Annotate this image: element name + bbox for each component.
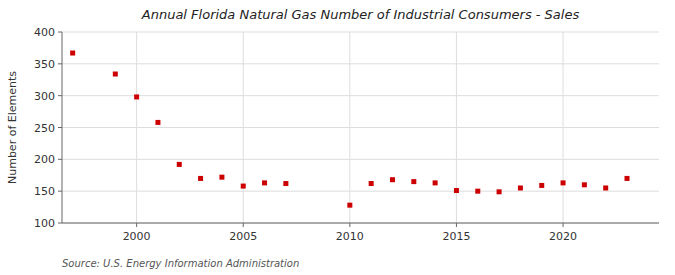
x-tick (349, 223, 350, 227)
x-tick (456, 223, 457, 227)
y-tick-label: 100 (34, 217, 55, 230)
point (177, 162, 182, 167)
y-grid-line (62, 95, 659, 96)
point (625, 176, 630, 181)
y-grid-line (62, 191, 659, 192)
x-grid-line (349, 32, 350, 223)
point (155, 120, 160, 125)
y-tick (58, 63, 62, 64)
point (497, 189, 502, 194)
title: Annual Florida Natural Gas Number of Ind… (141, 7, 580, 22)
y-tick-label: 250 (34, 122, 55, 135)
y-tick (58, 127, 62, 128)
y-tick-label: 300 (34, 90, 55, 103)
point (113, 72, 118, 77)
y-axis-label: Number of Elements (6, 71, 19, 184)
point (369, 181, 374, 186)
y-grid-line (62, 127, 659, 128)
points (70, 51, 629, 208)
grid (62, 32, 659, 223)
point (411, 179, 416, 184)
point (561, 180, 566, 185)
y-axis-line (62, 32, 63, 223)
chart: 100 150 200 250 300 350 400 2000 2005 2010 2015 202… (0, 0, 675, 275)
point (582, 182, 587, 187)
point (241, 184, 246, 189)
x-tick-label: 2000 (123, 230, 151, 243)
point (262, 180, 267, 185)
x-grid-line (563, 32, 564, 223)
x-grid-line (136, 32, 137, 223)
point (539, 183, 544, 188)
point (390, 177, 395, 182)
x-tick-label: 2015 (442, 230, 470, 243)
x-tick (243, 223, 244, 227)
y-tick (58, 223, 62, 224)
point (70, 51, 75, 56)
y-tick-label: 350 (34, 58, 55, 71)
point (433, 180, 438, 185)
y-tick-label: 200 (34, 153, 55, 166)
y-grid-line (62, 63, 659, 64)
point (347, 203, 352, 208)
y-grid-line (62, 32, 659, 33)
x-axis-line (62, 223, 659, 224)
x-tick (563, 223, 564, 227)
y-tick-label: 400 (34, 26, 55, 39)
y-grid-line (62, 223, 659, 224)
point (475, 189, 480, 194)
point (219, 175, 224, 180)
point (518, 185, 523, 190)
point (198, 176, 203, 181)
x-tick-label: 2010 (336, 230, 364, 243)
y-tick-label: 150 (34, 185, 55, 198)
point (134, 94, 139, 99)
x-tick-label: 2020 (549, 230, 577, 243)
y-tick (58, 159, 62, 160)
x-tick-label: 2005 (229, 230, 257, 243)
source-note: Source: U.S. Energy Information Administ… (62, 258, 299, 269)
y-tick (58, 191, 62, 192)
x-tick (136, 223, 137, 227)
point (283, 181, 288, 186)
axes: 100 150 200 250 300 350 400 2000 2005 2010 2015 202… (34, 26, 659, 243)
x-grid-line (456, 32, 457, 223)
y-tick (58, 32, 62, 33)
y-tick (58, 95, 62, 96)
y-grid-line (62, 159, 659, 160)
point (603, 185, 608, 190)
point (454, 188, 459, 193)
x-grid-line (243, 32, 244, 223)
